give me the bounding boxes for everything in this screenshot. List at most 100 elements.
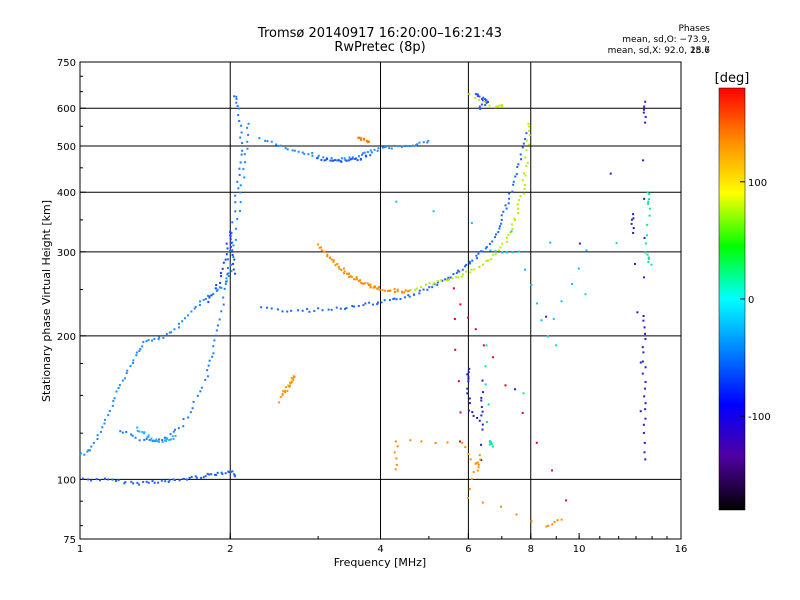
data-point bbox=[220, 275, 223, 278]
data-point bbox=[465, 270, 468, 273]
data-point bbox=[647, 202, 650, 205]
data-point bbox=[311, 151, 314, 154]
data-point bbox=[218, 318, 221, 321]
data-point bbox=[393, 291, 396, 294]
data-point bbox=[236, 180, 239, 183]
data-point bbox=[83, 453, 86, 456]
data-point bbox=[552, 317, 555, 320]
data-point bbox=[240, 124, 243, 127]
data-point bbox=[517, 212, 520, 215]
data-point bbox=[233, 258, 236, 261]
data-point bbox=[525, 149, 528, 152]
data-point bbox=[327, 308, 330, 311]
data-point bbox=[484, 365, 487, 368]
data-point bbox=[489, 249, 492, 252]
data-point bbox=[96, 437, 99, 440]
data-point bbox=[426, 141, 429, 144]
data-point bbox=[644, 121, 647, 124]
data-point bbox=[194, 305, 197, 308]
data-point bbox=[645, 234, 648, 237]
data-point bbox=[130, 480, 133, 483]
data-point bbox=[292, 379, 295, 382]
data-point bbox=[475, 254, 478, 257]
data-point bbox=[340, 268, 343, 271]
data-point bbox=[234, 238, 237, 241]
data-point bbox=[225, 280, 228, 283]
data-point bbox=[377, 287, 380, 290]
colorbar-tick-label: 100 bbox=[748, 178, 767, 189]
data-point bbox=[360, 281, 363, 284]
data-point bbox=[284, 386, 287, 389]
data-point bbox=[292, 377, 295, 380]
data-point bbox=[235, 97, 238, 100]
data-point bbox=[455, 276, 458, 279]
data-point bbox=[644, 417, 647, 420]
data-point bbox=[643, 395, 646, 398]
data-point bbox=[134, 436, 137, 439]
data-point bbox=[516, 165, 519, 168]
data-points bbox=[79, 92, 653, 528]
data-point bbox=[129, 364, 132, 367]
data-point bbox=[498, 227, 501, 230]
data-point bbox=[471, 259, 474, 262]
data-point bbox=[229, 470, 232, 473]
data-point bbox=[210, 294, 213, 297]
data-point bbox=[424, 283, 427, 286]
data-point bbox=[482, 344, 485, 347]
data-point bbox=[524, 138, 527, 141]
data-point bbox=[138, 483, 141, 486]
data-point bbox=[485, 101, 488, 104]
data-point bbox=[337, 159, 340, 162]
data-point bbox=[359, 279, 362, 282]
data-point bbox=[126, 369, 129, 372]
data-point bbox=[369, 149, 372, 152]
data-point bbox=[236, 104, 239, 107]
data-point bbox=[499, 505, 502, 508]
data-point bbox=[482, 96, 485, 99]
data-point bbox=[514, 175, 517, 178]
data-point bbox=[214, 473, 217, 476]
data-point bbox=[353, 305, 356, 308]
data-point bbox=[107, 478, 110, 481]
data-point bbox=[171, 435, 174, 438]
data-point bbox=[395, 463, 398, 466]
data-point bbox=[404, 144, 407, 147]
data-point bbox=[234, 227, 237, 230]
data-point bbox=[642, 423, 645, 426]
data-point bbox=[199, 300, 202, 303]
data-point bbox=[546, 335, 549, 338]
data-point bbox=[214, 334, 217, 337]
data-point bbox=[392, 298, 395, 301]
data-point bbox=[247, 133, 250, 136]
x-tick-label: 1 bbox=[77, 544, 83, 555]
data-point bbox=[401, 145, 404, 148]
data-point bbox=[642, 319, 645, 322]
data-point bbox=[473, 268, 476, 271]
data-point bbox=[355, 157, 358, 160]
data-point bbox=[571, 283, 574, 286]
data-point bbox=[233, 475, 236, 478]
data-point bbox=[408, 145, 411, 148]
data-point bbox=[646, 191, 649, 194]
data-point bbox=[149, 439, 152, 442]
data-point bbox=[467, 370, 470, 373]
data-point bbox=[372, 286, 375, 289]
data-point bbox=[577, 267, 580, 270]
data-point bbox=[515, 173, 518, 176]
data-point bbox=[275, 143, 278, 146]
data-point bbox=[522, 172, 525, 175]
data-point bbox=[353, 278, 356, 281]
data-point bbox=[646, 223, 649, 226]
data-point bbox=[524, 174, 527, 177]
data-point bbox=[374, 286, 377, 289]
data-point bbox=[477, 466, 480, 469]
data-point bbox=[278, 401, 281, 404]
data-point bbox=[545, 315, 548, 318]
gridlines bbox=[80, 62, 681, 539]
data-point bbox=[214, 287, 217, 290]
data-point bbox=[549, 241, 552, 244]
data-point bbox=[485, 99, 488, 102]
data-point bbox=[431, 286, 434, 289]
data-point bbox=[136, 426, 139, 429]
data-point bbox=[484, 98, 487, 101]
